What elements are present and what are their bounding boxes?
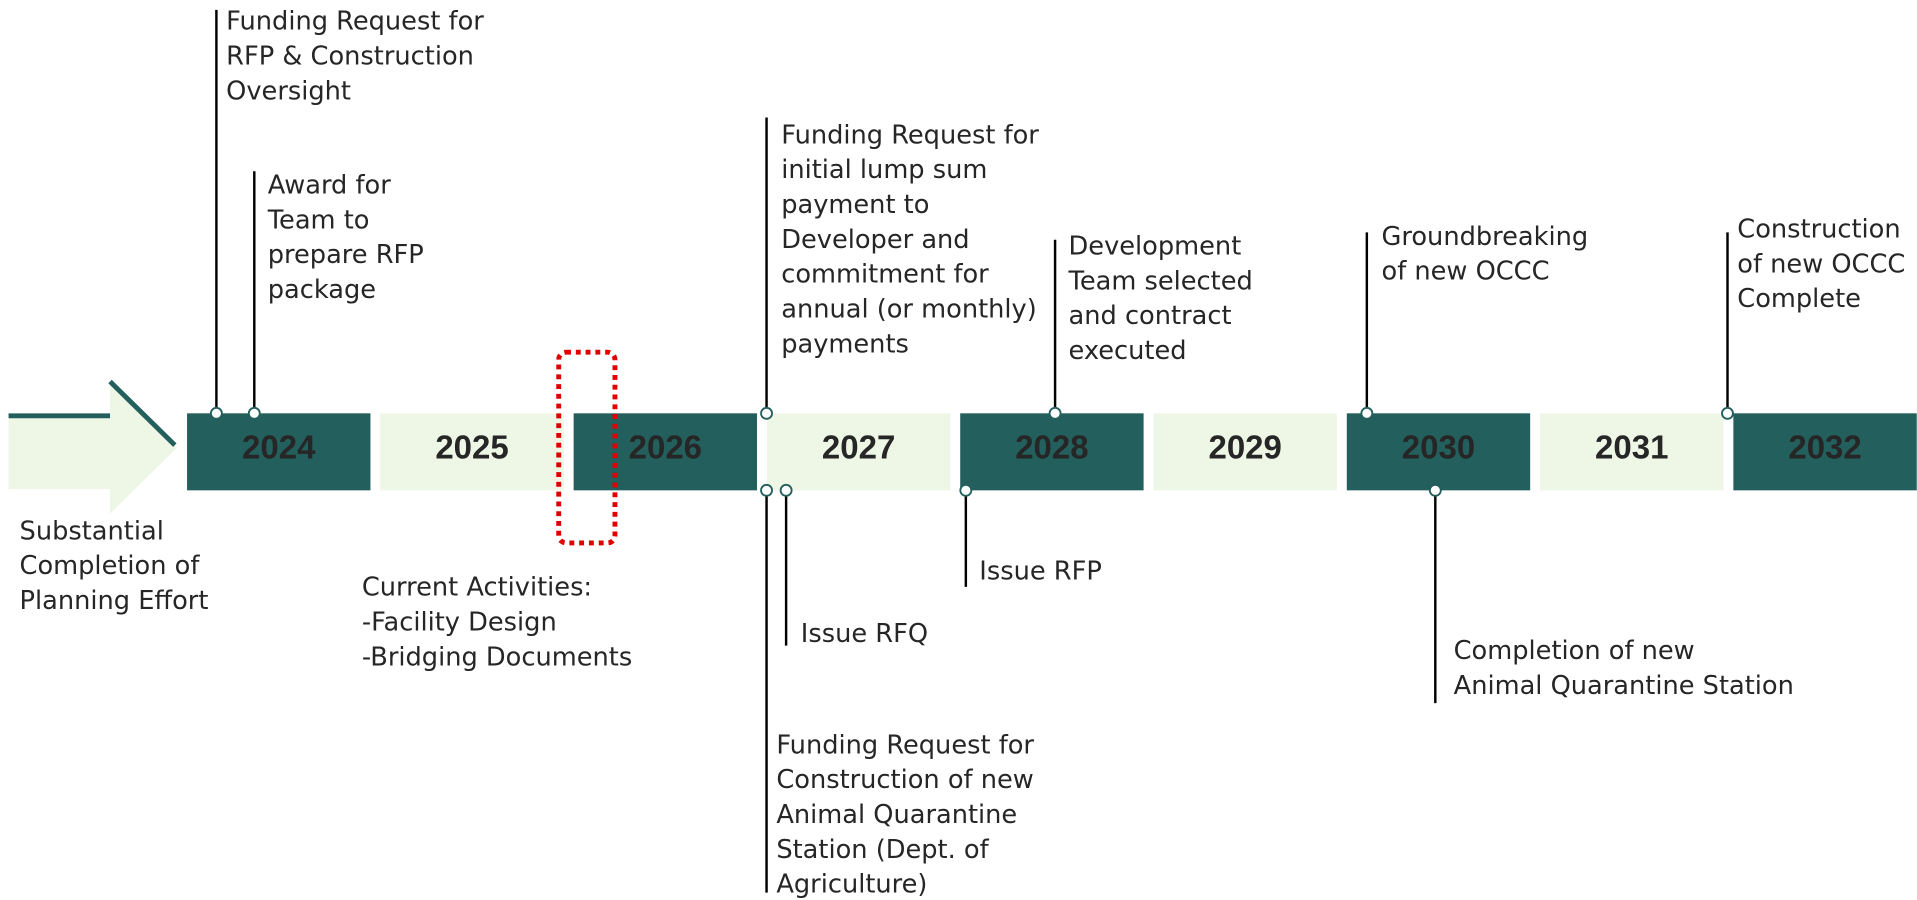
year-box (1346, 413, 1531, 491)
year-box (187, 413, 371, 491)
event-label: Funding Request for (776, 730, 1034, 760)
event-label: Team selected (1068, 266, 1253, 296)
event-label: payments (781, 329, 909, 359)
event-label: Issue RFQ (801, 619, 928, 649)
current-activities: Current Activities: (362, 573, 592, 603)
event-label: Development (1069, 232, 1242, 262)
current-marker (556, 349, 618, 546)
event-label: and contract (1069, 301, 1232, 331)
event-dot (209, 406, 223, 420)
events: Funding Request for RFP & Construction Ove… (209, 7, 1905, 900)
event-label: Award for (268, 170, 391, 200)
year-label: 2025 (435, 429, 508, 466)
event-dot (959, 483, 973, 497)
event-label: Funding Request for (226, 7, 484, 37)
start-note: Completion of (20, 551, 201, 581)
event-label: payment to (781, 190, 929, 220)
year-label: 2028 (1015, 429, 1088, 466)
event-label: Animal Quarantine (776, 800, 1017, 830)
year-box (380, 413, 564, 491)
event-label: Funding Request for (781, 120, 1039, 150)
year-label: 2027 (822, 429, 895, 466)
event-label: package (268, 275, 376, 305)
year-box (573, 413, 758, 491)
event-dot (1048, 406, 1062, 420)
current-activities: -Bridging Documents (362, 642, 632, 672)
event-label: Construction (1737, 214, 1900, 244)
event-label: Agriculture) (776, 870, 927, 900)
year-label: 2029 (1208, 429, 1281, 466)
event-label: Groundbreaking (1382, 222, 1589, 252)
arrow-edge (108, 379, 177, 447)
year-label: 2024 (242, 429, 316, 466)
current-activities: -Facility Design (362, 607, 557, 637)
event-dot (760, 483, 773, 497)
year-box (766, 413, 951, 491)
year-box (960, 413, 1144, 491)
start-note: Planning Effort (20, 586, 209, 616)
event-label: commitment for (781, 260, 989, 290)
event-dot (1428, 483, 1442, 497)
event-label: RFP & Construction (226, 41, 474, 71)
start-arrow (8, 381, 178, 514)
year-label: 2031 (1595, 429, 1668, 466)
event-dot (760, 406, 773, 420)
year-box (1540, 413, 1724, 491)
event-dot (1360, 406, 1374, 420)
event-label: Construction of new (776, 765, 1033, 795)
event-dot (779, 483, 793, 497)
start-note: Substantial (20, 516, 164, 546)
event-label: annual (or monthly) (781, 295, 1037, 325)
event-label: Station (Dept. of (776, 835, 989, 865)
event-label: prepare RFP (268, 240, 424, 270)
event-dot (247, 406, 261, 420)
event-label: initial lump sum (781, 155, 987, 185)
event-label: Completion of new (1454, 636, 1695, 666)
year-box (1733, 413, 1917, 491)
event-label: Oversight (226, 76, 351, 106)
event-dot (1721, 406, 1734, 420)
year-label: 2026 (629, 429, 702, 466)
year-label: 2030 (1402, 429, 1475, 466)
notes: Substantial Completion of Planning Effort C… (20, 516, 633, 672)
event-label: Issue RFP (979, 557, 1102, 587)
year-bar: 2024 2025 2026 2027 2028 2029 2030 2031 2032 (187, 413, 1917, 491)
event-label: executed (1069, 336, 1187, 366)
event-label: of new OCCC (1737, 249, 1905, 279)
year-box (1153, 413, 1337, 491)
event-label: Developer and (781, 225, 969, 255)
year-label: 2032 (1788, 429, 1861, 466)
event-label: Complete (1737, 284, 1861, 314)
event-label: of new OCCC (1382, 257, 1550, 287)
event-label: Animal Quarantine Station (1454, 671, 1794, 701)
event-label: Team to (267, 205, 370, 235)
